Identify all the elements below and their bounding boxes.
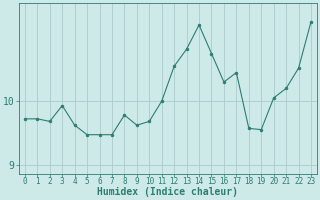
X-axis label: Humidex (Indice chaleur): Humidex (Indice chaleur) [98,187,238,197]
